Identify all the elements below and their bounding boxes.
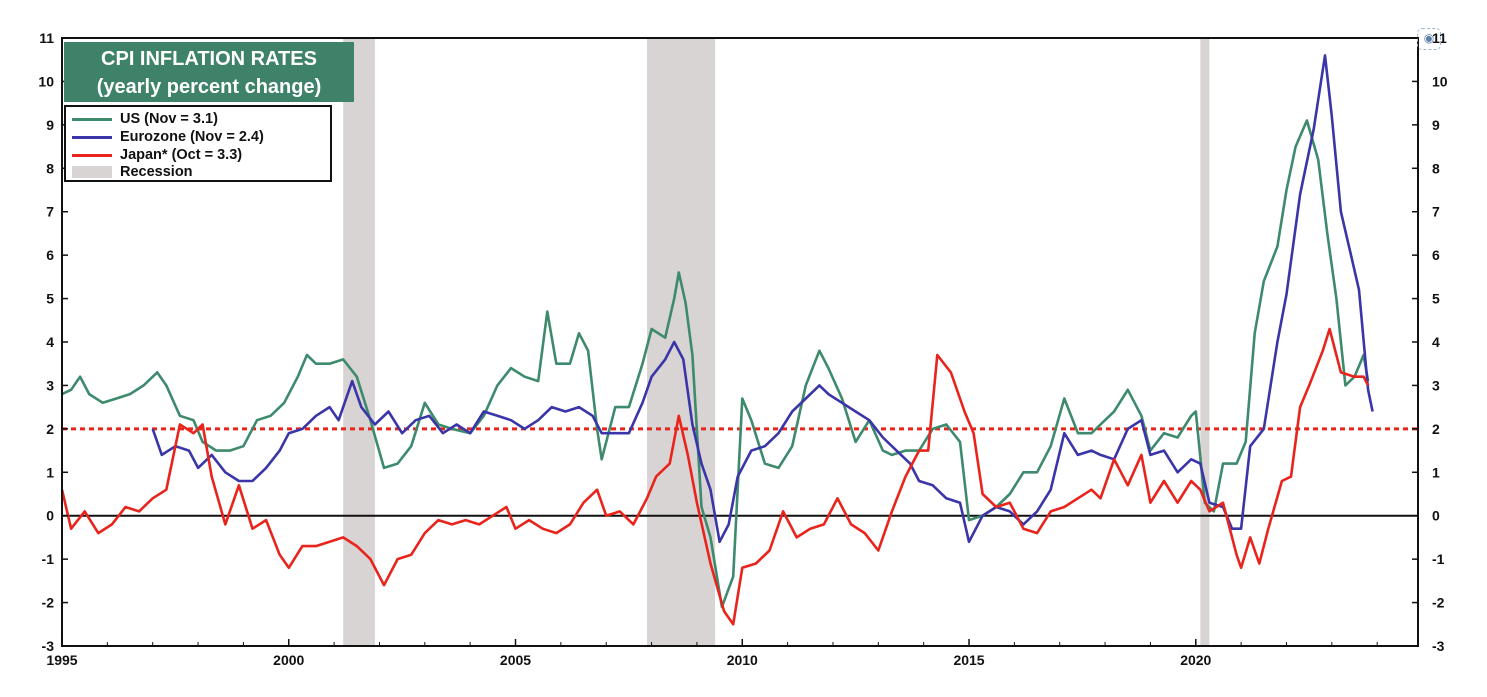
series-line-eurozone — [151, 54, 1374, 544]
legend-item-eurozone: Eurozone (Nov = 2.4) — [72, 128, 264, 146]
y-tick-label-left: 2 — [46, 421, 54, 437]
series-lines — [60, 54, 1374, 626]
x-tick-label: 1995 — [46, 652, 77, 668]
y-tick-label-right: -1 — [1432, 551, 1445, 567]
y-tick-label-right: 1 — [1432, 464, 1440, 480]
y-tick-label-left: 6 — [46, 247, 54, 263]
y-tick-label-left: 4 — [46, 334, 54, 350]
legend-item-japan: Japan* (Oct = 3.3) — [72, 146, 242, 164]
legend-label-japan: Japan* (Oct = 3.3) — [120, 147, 243, 163]
chart-subtitle: (yearly percent change) — [96, 76, 322, 98]
recession-band-1 — [647, 38, 716, 646]
legend-label-eurozone: Eurozone (Nov = 2.4) — [120, 129, 264, 145]
y-tick-label-right: 8 — [1432, 160, 1440, 176]
legend-swatch-japan — [72, 153, 112, 157]
y-tick-label-right: 0 — [1432, 508, 1440, 524]
x-tick-label: 2000 — [273, 652, 304, 668]
legend-item-us: US (Nov = 3.1) — [72, 110, 218, 128]
legend-swatch-us — [72, 117, 112, 121]
y-tick-label-right: 4 — [1432, 334, 1440, 350]
y-tick-label-left: -3 — [42, 638, 55, 654]
y-tick-label-left: 11 — [39, 30, 54, 46]
y-tick-label-right: -2 — [1432, 595, 1445, 611]
series-line-japan — [60, 327, 1370, 626]
recession-band-0 — [343, 38, 375, 646]
recession-bands — [343, 38, 1210, 646]
y-tick-label-right: 6 — [1432, 247, 1440, 263]
y-tick-label-left: 1 — [46, 464, 54, 480]
legend-swatch-eurozone — [72, 135, 112, 139]
chart-legend: US (Nov = 3.1) Eurozone (Nov = 2.4) Japa… — [64, 105, 332, 182]
chart-title: CPI INFLATION RATES — [101, 48, 317, 70]
y-tick-label-left: 8 — [46, 160, 54, 176]
y-tick-label-left: 9 — [46, 117, 54, 133]
y-tick-label-left: 0 — [46, 508, 54, 524]
y-tick-label-right: 11 — [1432, 30, 1447, 46]
legend-label-recession: Recession — [120, 164, 193, 180]
y-tick-label-right: -3 — [1432, 638, 1445, 654]
y-tick-label-right: 10 — [1432, 73, 1448, 89]
x-tick-label: 2020 — [1180, 652, 1211, 668]
y-tick-label-right: 9 — [1432, 117, 1440, 133]
y-tick-label-right: 7 — [1432, 204, 1440, 220]
recession-band-2 — [1200, 38, 1210, 646]
legend-item-recession: Recession — [72, 163, 193, 181]
y-tick-label-right: 5 — [1432, 291, 1440, 307]
x-tick-label: 2015 — [953, 652, 984, 668]
chart-title-box: CPI INFLATION RATES (yearly percent chan… — [64, 42, 354, 102]
y-tick-label-left: 7 — [46, 204, 54, 220]
legend-label-us: US (Nov = 3.1) — [120, 111, 218, 127]
x-tick-label: 2005 — [500, 652, 531, 668]
y-tick-label-left: -1 — [42, 551, 55, 567]
y-tick-label-right: 2 — [1432, 421, 1440, 437]
x-tick-label: 2010 — [727, 652, 758, 668]
legend-swatch-recession — [72, 166, 112, 178]
y-tick-label-left: 3 — [46, 377, 54, 393]
y-tick-label-left: 10 — [38, 73, 54, 89]
axes — [61, 37, 1419, 647]
y-tick-label-right: 3 — [1432, 377, 1440, 393]
screenshot-icon[interactable]: ◉ — [1417, 28, 1441, 50]
y-tick-label-left: 5 — [46, 291, 54, 307]
y-tick-label-left: -2 — [42, 595, 55, 611]
